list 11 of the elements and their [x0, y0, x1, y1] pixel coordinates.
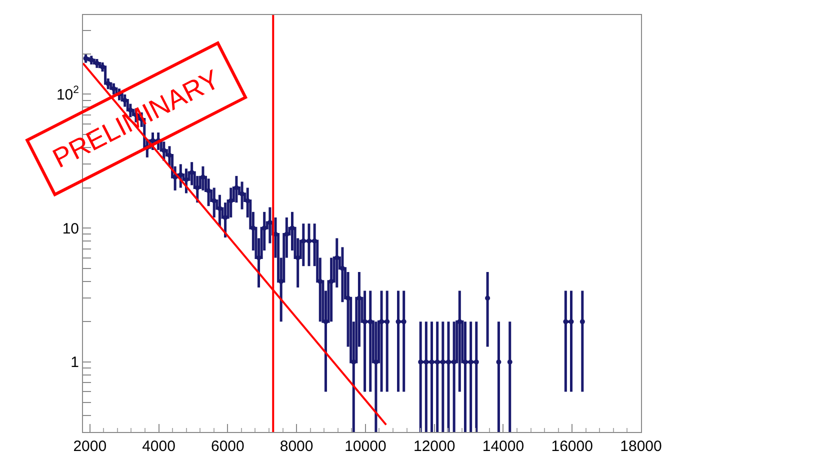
x-tick-label: 6000	[210, 438, 244, 455]
x-tick-label: 8000	[280, 438, 314, 455]
y-tick-label: 10	[62, 220, 79, 238]
x-tick-label: 10000	[344, 438, 386, 455]
x-tick-label: 14000	[482, 438, 524, 455]
x-tick-label: 12000	[413, 438, 456, 455]
x-tick-label: 18000	[620, 438, 662, 455]
x-tick-label: 2000	[73, 438, 107, 455]
y-tick-label: 1	[70, 354, 79, 372]
x-tick-label: 4000	[142, 438, 176, 455]
x-tick-label: 16000	[551, 438, 593, 455]
